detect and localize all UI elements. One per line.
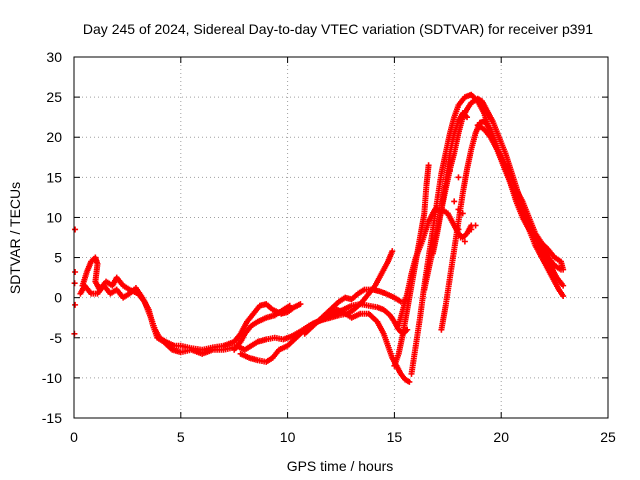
point-scattered <box>472 222 479 229</box>
point-rise-3 <box>560 293 567 300</box>
point-rise-4 <box>560 282 567 289</box>
grid <box>74 57 608 418</box>
point-outliers <box>72 268 79 275</box>
point-mid-curve-2 <box>286 302 293 309</box>
y-tick-label: 10 <box>46 209 62 225</box>
point-outliers <box>72 301 79 308</box>
point-scattered <box>446 167 453 174</box>
y-tick-label: -15 <box>42 410 62 426</box>
point-mid-curve-4 <box>389 248 396 255</box>
axis-ticks: 0 5 10 15 20 25 -15 -10 -5 0 5 10 15 20 25 30 <box>42 49 616 445</box>
data-points <box>71 91 567 385</box>
point-rise-6 <box>464 114 471 121</box>
x-axis-label: GPS time / hours <box>287 458 394 474</box>
chart-title: Day 245 of 2024, Sidereal Day-to-day VTE… <box>83 21 593 37</box>
point-mid-curve-1 <box>297 301 304 308</box>
y-tick-label: -10 <box>42 370 62 386</box>
point-mid-curve-6 <box>406 378 413 385</box>
y-axis-label: SDTVAR / TECUs <box>7 182 23 294</box>
point-scattered <box>455 174 462 181</box>
y-tick-label: 30 <box>46 49 62 65</box>
x-tick-label: 10 <box>280 429 296 445</box>
y-tick-label: 15 <box>46 169 62 185</box>
point-scattered <box>461 238 468 245</box>
x-tick-label: 25 <box>600 429 616 445</box>
point-late-tail <box>560 266 567 273</box>
y-tick-label: 5 <box>54 250 62 266</box>
y-tick-label: 20 <box>46 129 62 145</box>
x-tick-label: 20 <box>493 429 509 445</box>
y-tick-label: -5 <box>50 330 63 346</box>
point-outliers <box>71 280 78 287</box>
point-scattered <box>451 198 458 205</box>
point-scattered <box>455 226 462 233</box>
point-rise-1 <box>425 162 432 169</box>
point-scattered <box>457 234 464 241</box>
point-outliers <box>72 226 79 233</box>
y-tick-label: 25 <box>46 89 62 105</box>
x-tick-label: 5 <box>177 429 185 445</box>
y-tick-label: 0 <box>54 290 62 306</box>
point-scattered <box>459 210 466 217</box>
x-tick-label: 0 <box>70 429 78 445</box>
point-scattered <box>468 226 475 233</box>
point-scattered <box>455 206 462 213</box>
plot-frame <box>73 56 609 419</box>
x-tick-label: 15 <box>387 429 403 445</box>
